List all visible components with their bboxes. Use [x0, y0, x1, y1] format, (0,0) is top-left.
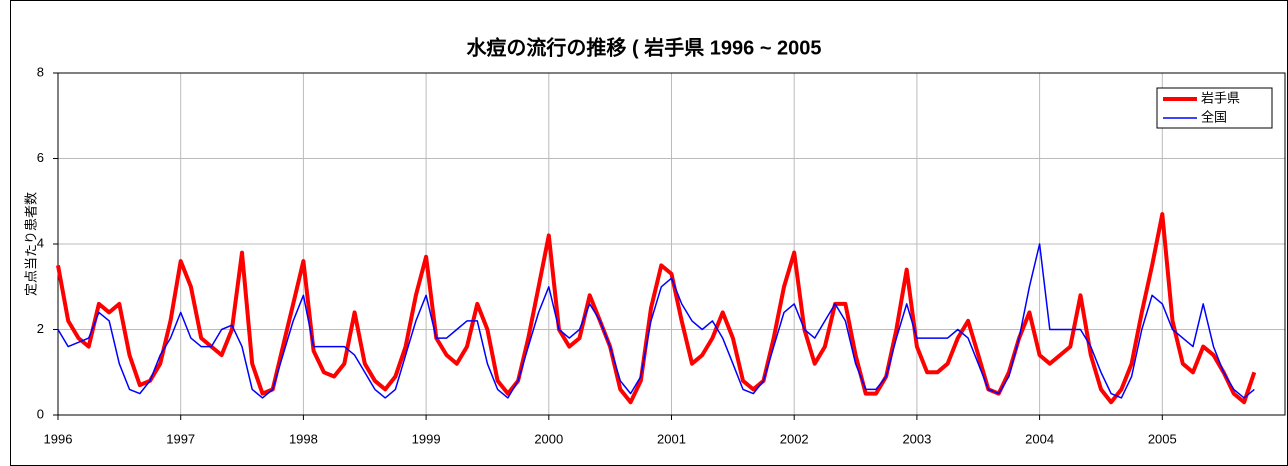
series-line: [57, 243, 1255, 399]
series-line: [56, 212, 1257, 405]
frame: [10, 0, 1288, 466]
y-tick-label: 2: [37, 321, 44, 336]
x-tick-label: 2001: [657, 431, 686, 446]
y-tick-label: 4: [37, 235, 44, 250]
y-axis-label: 定点当たり患者数: [23, 192, 38, 296]
legend-label: 全国: [1201, 109, 1227, 124]
legend-label: 岩手県: [1201, 90, 1240, 105]
x-tick-label: 2005: [1148, 431, 1177, 446]
plot-area: [57, 72, 1286, 416]
y-tick-label: 6: [37, 150, 44, 165]
x-tick-label: 1996: [44, 431, 73, 446]
x-tick-label: 1998: [289, 431, 318, 446]
x-tick-label: 2003: [902, 431, 931, 446]
x-tick-label: 1999: [412, 431, 441, 446]
x-tick-label: 2004: [1025, 431, 1054, 446]
chart-title: 水痘の流行の推移 ( 岩手県 1996 ~ 2005: [466, 35, 821, 59]
x-tick-label: 2000: [534, 431, 563, 446]
y-tick-label: 8: [37, 64, 44, 79]
legend-box: [1156, 87, 1273, 129]
x-tick-label: 1997: [166, 431, 195, 446]
x-tick-label: 2002: [780, 431, 809, 446]
y-tick-label: 0: [37, 406, 44, 421]
